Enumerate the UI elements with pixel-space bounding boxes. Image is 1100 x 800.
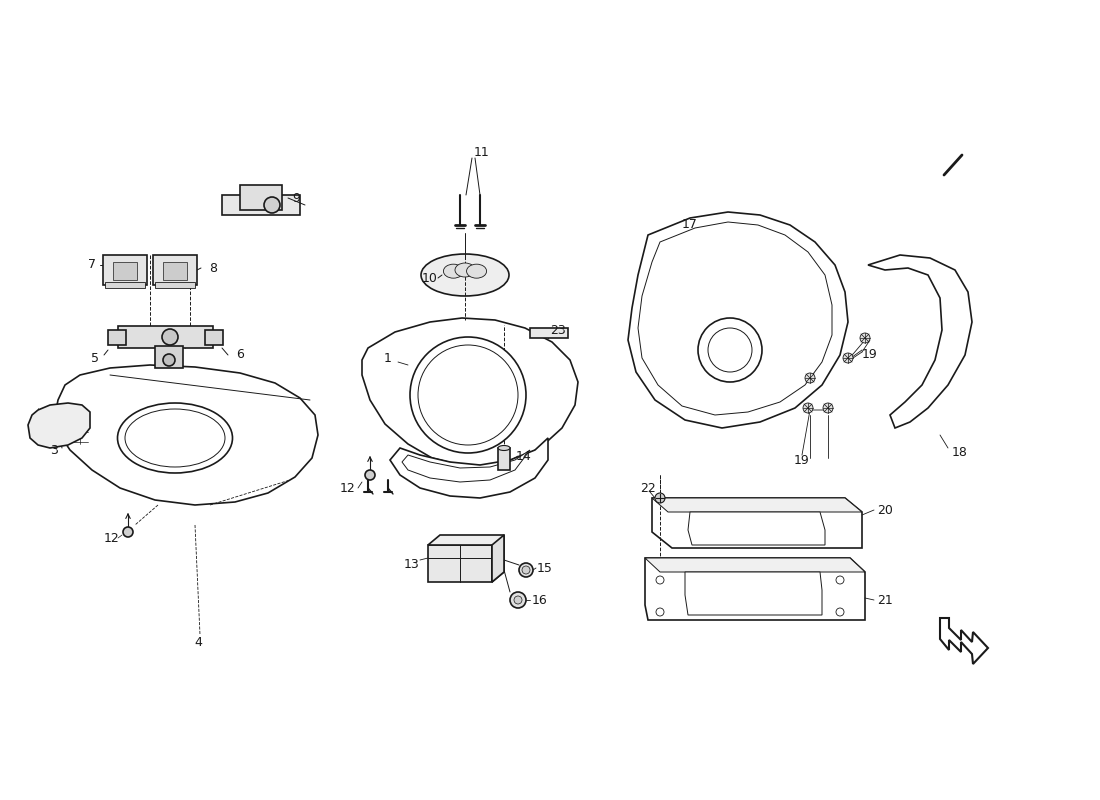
Bar	[155, 282, 195, 288]
Bar	[240, 185, 282, 210]
Polygon shape	[428, 535, 504, 582]
Circle shape	[656, 576, 664, 584]
Polygon shape	[55, 365, 318, 505]
Circle shape	[805, 373, 815, 383]
Circle shape	[365, 470, 375, 480]
Bar	[104, 282, 145, 288]
Text: 10: 10	[422, 271, 438, 285]
Bar	[103, 255, 147, 285]
Circle shape	[823, 403, 833, 413]
Bar	[205, 330, 223, 345]
Circle shape	[836, 608, 844, 616]
Polygon shape	[28, 403, 90, 448]
Polygon shape	[428, 545, 492, 582]
Text: 6: 6	[236, 349, 244, 362]
Polygon shape	[628, 212, 848, 428]
Text: 17: 17	[682, 218, 697, 231]
Circle shape	[264, 197, 280, 213]
Text: 8: 8	[209, 262, 217, 274]
Text: 3: 3	[51, 443, 58, 457]
Text: 14: 14	[516, 450, 532, 462]
Bar	[113, 262, 138, 280]
Ellipse shape	[466, 264, 486, 278]
Circle shape	[843, 353, 852, 363]
Ellipse shape	[443, 264, 463, 278]
Text: 21: 21	[877, 594, 893, 606]
Circle shape	[514, 596, 522, 604]
Text: 13: 13	[404, 558, 420, 571]
Polygon shape	[402, 450, 530, 482]
Text: 2: 2	[144, 426, 152, 438]
Bar	[153, 255, 197, 285]
Text: 16: 16	[532, 594, 548, 606]
Circle shape	[163, 354, 175, 366]
Text: 15: 15	[537, 562, 553, 574]
Text: 22: 22	[640, 482, 656, 494]
Polygon shape	[652, 498, 862, 512]
Text: 4: 4	[194, 637, 202, 650]
Bar	[498, 448, 510, 470]
Polygon shape	[638, 222, 832, 415]
Text: 1: 1	[384, 351, 392, 365]
Circle shape	[510, 592, 526, 608]
Bar	[530, 328, 568, 338]
Text: 19: 19	[862, 349, 878, 362]
Ellipse shape	[125, 409, 226, 467]
Text: 18: 18	[953, 446, 968, 458]
Text: 23: 23	[550, 323, 565, 337]
Bar	[118, 326, 213, 348]
Bar	[108, 330, 126, 345]
Circle shape	[708, 328, 752, 372]
Bar	[155, 346, 183, 368]
Text: 20: 20	[877, 503, 893, 517]
Text: 19: 19	[794, 454, 810, 466]
Polygon shape	[645, 558, 865, 620]
Polygon shape	[688, 512, 825, 545]
Text: 9: 9	[293, 191, 300, 205]
Text: 5: 5	[91, 351, 99, 365]
Text: 11: 11	[474, 146, 490, 158]
Circle shape	[803, 403, 813, 413]
Polygon shape	[685, 572, 822, 615]
Text: 12: 12	[104, 531, 120, 545]
Polygon shape	[868, 255, 972, 428]
Ellipse shape	[118, 403, 232, 473]
Polygon shape	[362, 318, 578, 466]
Circle shape	[410, 337, 526, 453]
Bar	[163, 262, 187, 280]
Circle shape	[519, 563, 534, 577]
Circle shape	[836, 576, 844, 584]
Circle shape	[860, 333, 870, 343]
Text: 12: 12	[340, 482, 356, 494]
Circle shape	[654, 493, 666, 503]
Polygon shape	[940, 618, 988, 664]
Circle shape	[418, 345, 518, 445]
Polygon shape	[652, 498, 862, 548]
Polygon shape	[390, 438, 548, 498]
Circle shape	[162, 329, 178, 345]
Circle shape	[522, 566, 530, 574]
Bar	[222, 195, 300, 215]
Ellipse shape	[498, 446, 510, 450]
Text: 7: 7	[88, 258, 96, 271]
Ellipse shape	[455, 263, 475, 277]
Circle shape	[698, 318, 762, 382]
Polygon shape	[645, 558, 865, 572]
Circle shape	[123, 527, 133, 537]
Circle shape	[656, 608, 664, 616]
Ellipse shape	[421, 254, 509, 296]
Polygon shape	[492, 535, 504, 582]
